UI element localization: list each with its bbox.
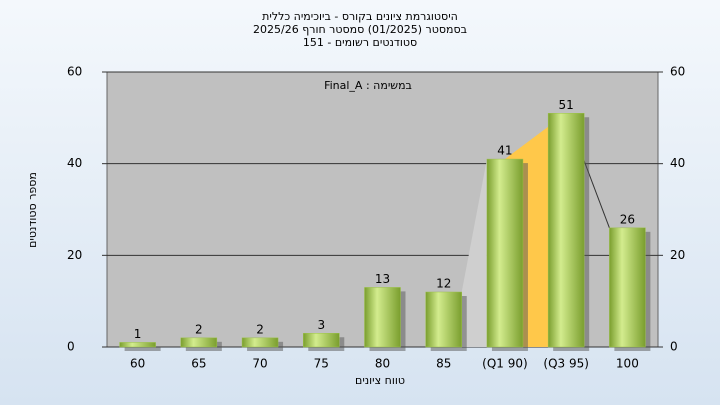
value-label: 26: [620, 212, 635, 226]
annotation: Final_A : במשימה: [324, 79, 412, 92]
bar: [119, 342, 156, 348]
bar: [303, 333, 340, 348]
y2-tick-label: 0: [670, 340, 678, 354]
value-label: 2: [195, 322, 203, 336]
bar: [364, 287, 401, 348]
x-tick-label: 85: [436, 357, 451, 371]
x-tick-label: 100: [616, 357, 639, 371]
bar: [425, 291, 462, 348]
y2-tick-label: 40: [670, 156, 685, 170]
lower-tail: [461, 159, 487, 347]
value-label: 12: [436, 277, 451, 291]
y2-tick-label: 20: [670, 248, 685, 262]
chart-subtitle: 151 - סטודנטים רשומים: [303, 36, 417, 49]
bar: [241, 337, 279, 348]
bar-shadow: [124, 346, 161, 351]
y-tick-label: 40: [67, 156, 82, 170]
y-tick-label: 20: [67, 248, 82, 262]
x-tick-label: (Q1 90): [482, 357, 528, 371]
bar: [547, 113, 585, 348]
y-axis-label: מספר סטודנטים: [26, 172, 39, 248]
x-tick-label: 80: [375, 357, 390, 371]
value-label: 3: [317, 318, 325, 332]
bar: [486, 158, 524, 348]
chart-subtitle: בסמסטר (01/2025) סמסטר חורף 2025/26: [253, 23, 467, 36]
x-tick-label: 75: [314, 357, 329, 371]
bar: [609, 227, 646, 348]
x-axis-label: טווח ציונים: [355, 374, 405, 387]
x-tick-label: 70: [252, 357, 267, 371]
value-label: 2: [256, 322, 264, 336]
value-label: 13: [375, 272, 390, 286]
bar: [180, 337, 218, 348]
x-tick-label: 65: [191, 357, 206, 371]
value-label: 1: [134, 327, 142, 341]
y2-tick-label: 60: [670, 65, 685, 79]
value-label: 51: [559, 98, 574, 112]
chart-title: היסטוגרמת ציונים בקורס - ביוכימיה כללית: [262, 10, 458, 23]
value-label: 41: [497, 144, 512, 158]
x-tick-label: (Q3 95): [543, 357, 589, 371]
y-tick-label: 0: [67, 340, 75, 354]
x-tick-label: 60: [130, 357, 145, 371]
y-tick-label: 60: [67, 65, 82, 79]
